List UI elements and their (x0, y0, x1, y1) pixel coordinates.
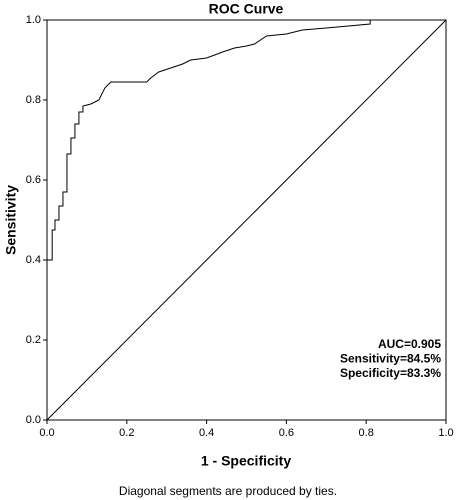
y-tick-label: 0.8 (26, 94, 41, 106)
annotation: Sensitivity=84.5% (340, 352, 441, 366)
x-tick-label: 0.4 (199, 427, 214, 439)
x-tick-label: 1.0 (438, 427, 453, 439)
y-axis-label: Sensitivity (3, 185, 19, 255)
chart-title: ROC Curve (209, 1, 284, 17)
y-tick-label: 0.6 (26, 174, 41, 186)
y-tick-label: 0.4 (26, 254, 41, 266)
roc-curve (46, 19, 446, 420)
y-tick-label: 0.2 (26, 334, 41, 346)
annotation: AUC=0.905 (378, 337, 441, 351)
x-axis-label: 1 - Specificity (201, 453, 291, 469)
annotation: Specificity=83.3% (340, 366, 441, 380)
reference-line (46, 19, 447, 421)
y-tick-label: 1.0 (26, 14, 41, 26)
x-tick-label: 0.0 (39, 427, 54, 439)
footnote: Diagonal segments are produced by ties. (119, 484, 337, 498)
y-tick-label: 0.0 (26, 414, 41, 426)
plot-frame (46, 19, 447, 421)
x-tick-label: 0.6 (279, 427, 294, 439)
x-tick-label: 0.8 (359, 427, 374, 439)
x-tick-label: 0.2 (119, 427, 134, 439)
